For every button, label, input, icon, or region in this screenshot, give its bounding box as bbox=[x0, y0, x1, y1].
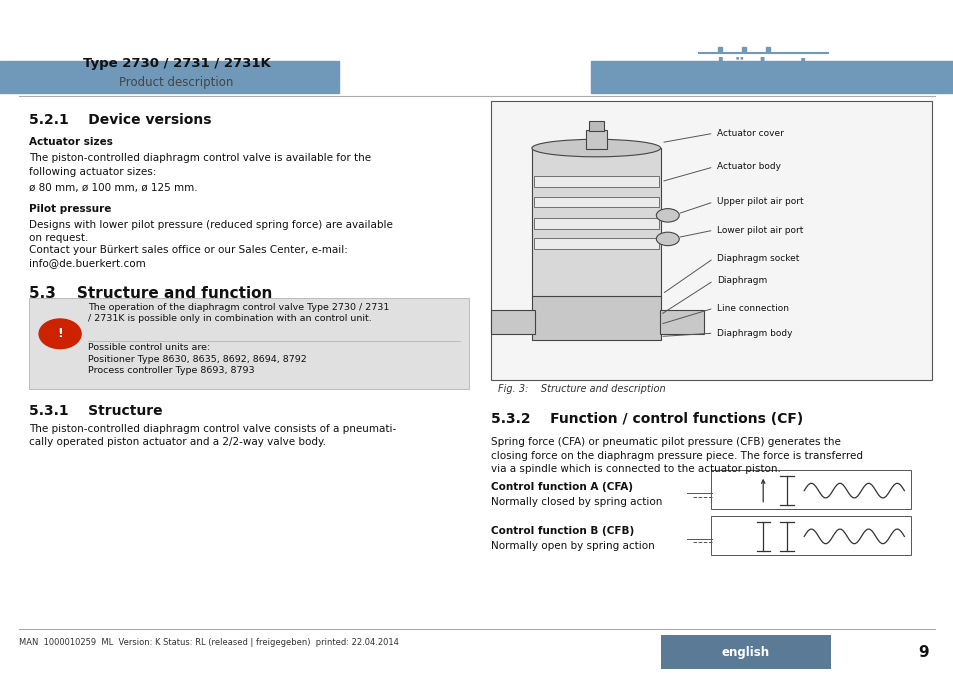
Text: Possible control units are:
Positioner Type 8630, 8635, 8692, 8694, 8792
Process: Possible control units are: Positioner T… bbox=[88, 343, 306, 375]
Bar bbox=[532, 296, 660, 340]
Bar bbox=[534, 197, 659, 207]
Bar bbox=[29, 298, 469, 389]
Ellipse shape bbox=[656, 209, 679, 222]
Text: Lower pilot air port: Lower pilot air port bbox=[717, 225, 803, 235]
Text: Control function A (CFA): Control function A (CFA) bbox=[491, 482, 633, 492]
Bar bbox=[0, 61, 338, 93]
Text: Actuator sizes: Actuator sizes bbox=[29, 137, 112, 147]
Text: english: english bbox=[721, 645, 769, 659]
Bar bbox=[491, 101, 931, 380]
Text: Pilot pressure: Pilot pressure bbox=[29, 204, 111, 214]
Text: Actuator body: Actuator body bbox=[717, 162, 781, 172]
Text: Fig. 3:    Structure and description: Fig. 3: Structure and description bbox=[497, 384, 665, 394]
Text: 5.3.2    Function / control functions (CF): 5.3.2 Function / control functions (CF) bbox=[491, 412, 802, 426]
Text: !: ! bbox=[57, 326, 63, 340]
Text: The piston-controlled diaphragm control valve consists of a pneumati-
cally oper: The piston-controlled diaphragm control … bbox=[29, 424, 395, 447]
Bar bbox=[591, 61, 953, 93]
Text: Contact your Bürkert sales office or our Sales Center, e-mail:
info@de.buerkert.: Contact your Bürkert sales office or our… bbox=[29, 245, 347, 268]
Bar bbox=[660, 635, 830, 669]
Bar bbox=[491, 310, 535, 334]
Bar bbox=[532, 148, 660, 299]
Text: Diaphragm body: Diaphragm body bbox=[717, 328, 792, 338]
Text: Diaphragm: Diaphragm bbox=[717, 276, 767, 285]
Text: Product description: Product description bbox=[119, 75, 233, 89]
Ellipse shape bbox=[531, 139, 659, 157]
Bar bbox=[710, 470, 910, 509]
Bar bbox=[534, 238, 659, 249]
Text: The piston-controlled diaphragm control valve is available for the
following act: The piston-controlled diaphragm control … bbox=[29, 153, 371, 176]
Text: Designs with lower pilot pressure (reduced spring force) are available
on reques: Designs with lower pilot pressure (reduc… bbox=[29, 220, 392, 243]
Text: Spring force (CFA) or pneumatic pilot pressure (CFB) generates the
closing force: Spring force (CFA) or pneumatic pilot pr… bbox=[491, 437, 862, 474]
Text: FLUID CONTROL SYSTEMS: FLUID CONTROL SYSTEMS bbox=[721, 83, 803, 89]
Bar bbox=[534, 218, 659, 229]
Bar bbox=[534, 176, 659, 187]
Text: bürkert: bürkert bbox=[716, 57, 809, 77]
Bar bbox=[585, 130, 606, 149]
Text: 5.3    Structure and function: 5.3 Structure and function bbox=[29, 286, 272, 301]
Bar bbox=[588, 121, 603, 131]
Text: Actuator cover: Actuator cover bbox=[717, 129, 783, 138]
Text: Normally closed by spring action: Normally closed by spring action bbox=[491, 497, 662, 507]
Text: MAN  1000010259  ML  Version: K Status: RL (released | freigegeben)  printed: 22: MAN 1000010259 ML Version: K Status: RL … bbox=[19, 638, 398, 647]
Text: Line connection: Line connection bbox=[717, 304, 788, 313]
Text: ø 80 mm, ø 100 mm, ø 125 mm.: ø 80 mm, ø 100 mm, ø 125 mm. bbox=[29, 183, 197, 193]
Text: Control function B (CFB): Control function B (CFB) bbox=[491, 526, 634, 536]
Text: 9: 9 bbox=[917, 645, 928, 660]
Text: The operation of the diaphragm control valve Type 2730 / 2731
/ 2731K is possibl: The operation of the diaphragm control v… bbox=[88, 303, 389, 323]
Text: Upper pilot air port: Upper pilot air port bbox=[717, 197, 803, 207]
Text: Type 2730 / 2731 / 2731K: Type 2730 / 2731 / 2731K bbox=[83, 57, 270, 71]
Circle shape bbox=[39, 319, 81, 349]
Ellipse shape bbox=[656, 232, 679, 246]
Text: Diaphragm socket: Diaphragm socket bbox=[717, 254, 799, 263]
Bar bbox=[659, 310, 703, 334]
Bar bbox=[710, 516, 910, 555]
Text: 5.3.1    Structure: 5.3.1 Structure bbox=[29, 404, 162, 418]
Text: Normally open by spring action: Normally open by spring action bbox=[491, 541, 655, 551]
Text: 5.2.1    Device versions: 5.2.1 Device versions bbox=[29, 113, 211, 127]
